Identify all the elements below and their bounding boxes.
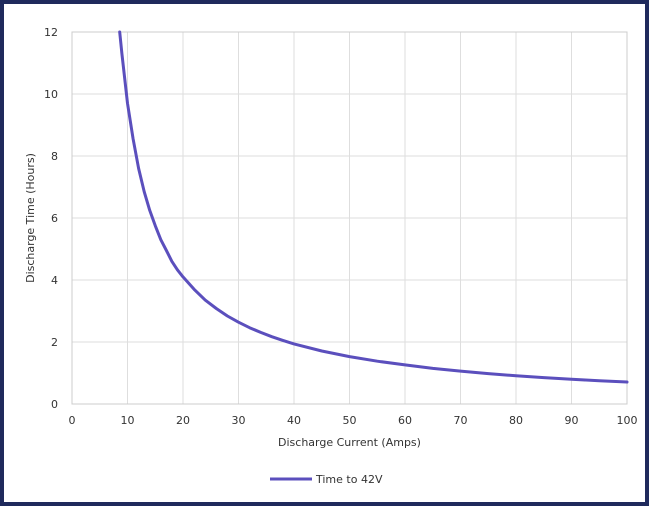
x-tick-label-10: 10 bbox=[121, 414, 135, 427]
y-tick-label-0: 0 bbox=[51, 398, 58, 411]
y-tick-label-4: 4 bbox=[51, 274, 58, 287]
y-axis-title: Discharge Time (Hours) bbox=[24, 153, 37, 283]
y-tick-label-6: 6 bbox=[51, 212, 58, 225]
y-tick-label-10: 10 bbox=[44, 88, 58, 101]
series-line-1 bbox=[118, 30, 629, 384]
x-tick-label-40: 40 bbox=[287, 414, 301, 427]
x-tick-label-20: 20 bbox=[176, 414, 190, 427]
x-tick-label-80: 80 bbox=[509, 414, 523, 427]
x-axis-ticks: 0 10 20 30 40 50 60 70 80 90 100 bbox=[69, 414, 638, 427]
x-tick-label-60: 60 bbox=[398, 414, 412, 427]
legend: Time to 42V bbox=[270, 473, 383, 486]
x-tick-label-0: 0 bbox=[69, 414, 76, 427]
chart-container: 0 2 4 6 8 10 12 0 10 20 30 40 50 60 70 80 90 100 Dischar… bbox=[4, 4, 645, 502]
x-axis-title: Discharge Current (Amps) bbox=[278, 436, 421, 449]
y-axis-ticks: 0 2 4 6 8 10 12 bbox=[44, 26, 58, 411]
plot-area-border bbox=[71, 31, 628, 405]
series-lines bbox=[118, 30, 629, 384]
line-chart: 0 2 4 6 8 10 12 0 10 20 30 40 50 60 70 80 90 100 Dischar… bbox=[24, 26, 638, 486]
x-tick-label-70: 70 bbox=[454, 414, 468, 427]
y-tick-label-12: 12 bbox=[44, 26, 58, 39]
legend-label-time-to-42v: Time to 42V bbox=[315, 473, 383, 486]
x-tick-label-90: 90 bbox=[565, 414, 579, 427]
x-tick-label-50: 50 bbox=[343, 414, 357, 427]
y-tick-label-8: 8 bbox=[51, 150, 58, 163]
x-tick-label-100: 100 bbox=[617, 414, 638, 427]
y-tick-label-2: 2 bbox=[51, 336, 58, 349]
grid-lines bbox=[71, 31, 628, 405]
x-tick-label-30: 30 bbox=[232, 414, 246, 427]
